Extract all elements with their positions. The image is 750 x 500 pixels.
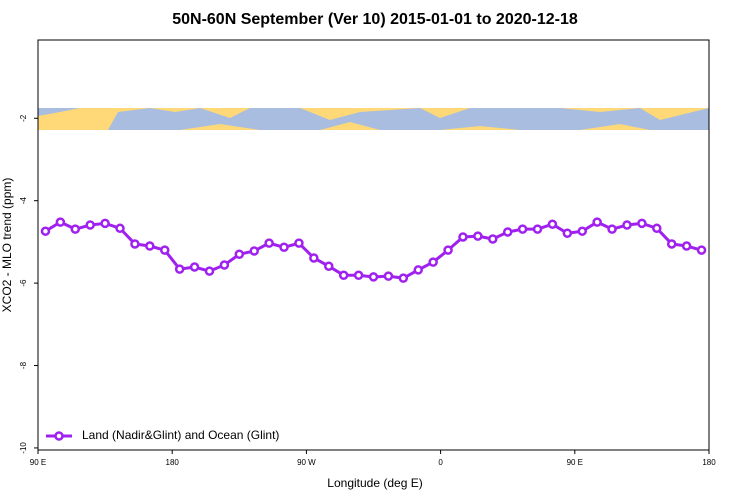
data-point — [607, 224, 617, 234]
x-axis-label: Longitude (deg E) — [327, 476, 422, 490]
data-point — [458, 232, 468, 242]
plot-frame — [37, 39, 710, 451]
data-point — [249, 246, 259, 256]
data-point — [294, 238, 304, 248]
x-tick-label: 0 — [438, 458, 443, 467]
y-tick-label: -8 — [19, 361, 28, 369]
series-line — [44, 220, 702, 280]
data-point — [532, 224, 543, 234]
x-tick-label: 180 — [166, 458, 180, 467]
data-point — [234, 249, 245, 260]
data-point — [577, 226, 588, 236]
data-point — [55, 217, 66, 227]
data-point — [652, 223, 662, 234]
data-point — [100, 218, 110, 229]
data-point — [562, 228, 573, 239]
y-tick-label: -2 — [19, 114, 28, 122]
data-point — [696, 245, 707, 255]
chart-title: 50N-60N September (Ver 10) 2015-01-01 to… — [172, 11, 578, 28]
x-tick-label: 90 E — [30, 458, 46, 467]
y-axis-label: XCO2 - MLO trend (ppm) — [0, 178, 14, 313]
map-strip — [38, 108, 709, 130]
data-point — [622, 220, 632, 230]
legend-label: Land (Nadir&Glint) and Ocean (Glint) — [82, 428, 279, 442]
data-point — [428, 257, 438, 267]
data-point — [383, 271, 394, 281]
data-point — [279, 242, 289, 253]
data-point — [547, 219, 558, 229]
data-point — [70, 224, 81, 234]
data-point — [413, 265, 423, 275]
data-point — [398, 273, 409, 283]
data-point — [145, 241, 155, 251]
data-point — [159, 245, 170, 255]
y-tick-label: -4 — [19, 197, 28, 205]
data-point — [443, 245, 453, 255]
x-tick-label: 90 E — [567, 458, 583, 467]
data-point — [85, 220, 95, 230]
data-point — [592, 217, 602, 227]
data-point — [115, 223, 125, 234]
y-tick-label: -6 — [19, 279, 28, 287]
legend-marker — [54, 431, 64, 441]
data-point — [324, 261, 334, 271]
data-point — [219, 260, 230, 270]
x-tick-label: 180 — [702, 458, 716, 467]
data-point — [473, 231, 483, 241]
data-point — [174, 264, 185, 274]
data-point — [264, 238, 274, 248]
data-point — [40, 226, 51, 236]
data-point — [502, 227, 513, 237]
data-point — [666, 239, 677, 249]
x-tick-label: 90 W — [297, 458, 316, 467]
data-point — [517, 224, 528, 234]
data-point — [338, 270, 349, 281]
data-point — [204, 266, 215, 276]
data-point — [309, 253, 319, 263]
y-tick-label: -10 — [19, 442, 28, 454]
data-point — [488, 234, 498, 244]
data-point — [353, 270, 364, 281]
data-point — [368, 272, 379, 282]
data-point — [130, 239, 140, 249]
data-point — [637, 218, 647, 229]
data-point — [681, 241, 692, 251]
data-point — [189, 262, 200, 272]
